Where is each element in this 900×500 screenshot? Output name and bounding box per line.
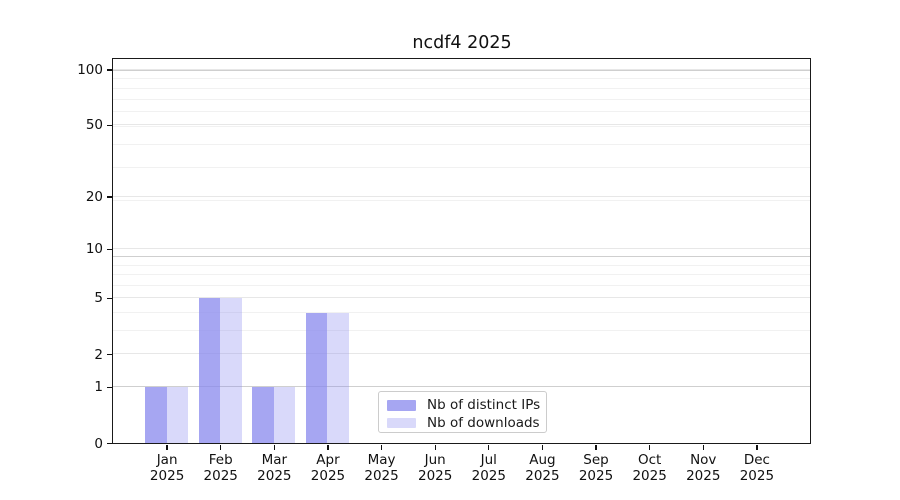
y-tick-label: 1 (94, 379, 103, 396)
x-tick-mark (380, 445, 383, 450)
gridline (112, 284, 810, 286)
y-tick-mark (106, 248, 112, 251)
bar-jan-downloads (166, 386, 188, 443)
bar-jan-distinct-ips (145, 386, 167, 443)
y-tick-mark (106, 442, 112, 445)
gridline (112, 111, 810, 113)
legend-row-distinct-ips: Nb of distinct IPs (379, 397, 546, 415)
gridline (112, 199, 810, 201)
x-tick-label-dec: Dec 2025 (739, 452, 775, 484)
x-tick-mark (166, 445, 168, 450)
legend-row-downloads: Nb of downloads (379, 414, 546, 432)
gridline (112, 297, 810, 299)
gridline (112, 330, 810, 332)
gridline (112, 125, 810, 127)
x-tick-mark (488, 445, 490, 450)
x-tick-mark (541, 445, 544, 450)
gridline (112, 248, 810, 250)
x-tick-mark (756, 445, 758, 450)
y-tick-label: 10 (85, 241, 103, 258)
legend: Nb of distinct IPs Nb of downloads (378, 391, 547, 433)
x-tick-mark (434, 445, 436, 450)
x-tick-mark (273, 445, 275, 450)
bar-mar-distinct-ips (252, 386, 274, 443)
y-tick-label: 100 (77, 61, 103, 78)
bar-feb-distinct-ips (198, 297, 221, 443)
bar-mar-downloads (273, 386, 296, 443)
x-tick-label-jul: Jul 2025 (471, 452, 506, 484)
y-tick-mark (106, 297, 112, 300)
gridline (112, 69, 810, 71)
y-tick-label: 50 (85, 117, 103, 134)
x-tick-label-jan: Jan 2025 (149, 452, 185, 484)
legend-label-distinct-ips: Nb of distinct IPs (427, 397, 541, 414)
y-tick-mark (106, 196, 112, 198)
y-tick-label: 20 (85, 189, 103, 206)
gridline (112, 195, 810, 197)
gridline (112, 386, 810, 388)
x-tick-label-mar: Mar 2025 (257, 452, 292, 484)
bar-apr-downloads (327, 312, 349, 443)
x-tick-mark (649, 445, 651, 450)
gridline (112, 312, 810, 314)
y-tick-mark (106, 69, 112, 71)
gridline (112, 68, 810, 70)
x-tick-label-may: May 2025 (364, 452, 399, 484)
x-tick-mark (220, 445, 222, 450)
x-tick-label-oct: Oct 2025 (632, 452, 667, 484)
bar-feb-downloads (220, 297, 242, 443)
x-tick-label-feb: Feb 2025 (203, 452, 238, 484)
chart-title: ncdf4 2025 (412, 33, 512, 53)
y-tick-mark (106, 386, 112, 389)
gridline (112, 264, 810, 266)
gridline (112, 78, 810, 80)
gridline (112, 274, 810, 276)
legend-label-downloads: Nb of downloads (427, 414, 540, 431)
x-tick-label-nov: Nov 2025 (686, 452, 721, 484)
gridline (112, 98, 810, 100)
y-tick-label: 5 (94, 290, 103, 307)
distinct-ips-swatch-icon (387, 400, 416, 411)
plot-area (111, 57, 811, 444)
gridline (112, 256, 810, 258)
x-tick-label-apr: Apr 2025 (310, 452, 346, 484)
y-tick-label: 2 (94, 346, 103, 363)
downloads-swatch-icon (387, 417, 416, 428)
gridline (112, 87, 810, 89)
x-tick-label-jun: Jun 2025 (418, 452, 453, 484)
x-tick-label-sep: Sep 2025 (578, 452, 614, 484)
x-tick-label-aug: Aug 2025 (525, 452, 560, 484)
x-tick-mark (702, 445, 704, 450)
x-tick-mark (595, 445, 597, 450)
gridline (112, 353, 810, 355)
y-tick-label: 0 (94, 435, 103, 452)
y-tick-mark (106, 353, 112, 356)
gridline (112, 143, 810, 145)
bar-apr-distinct-ips (305, 312, 328, 443)
gridline (112, 124, 810, 126)
y-tick-mark (106, 124, 112, 126)
x-tick-mark (327, 445, 329, 450)
gridline (112, 167, 810, 169)
